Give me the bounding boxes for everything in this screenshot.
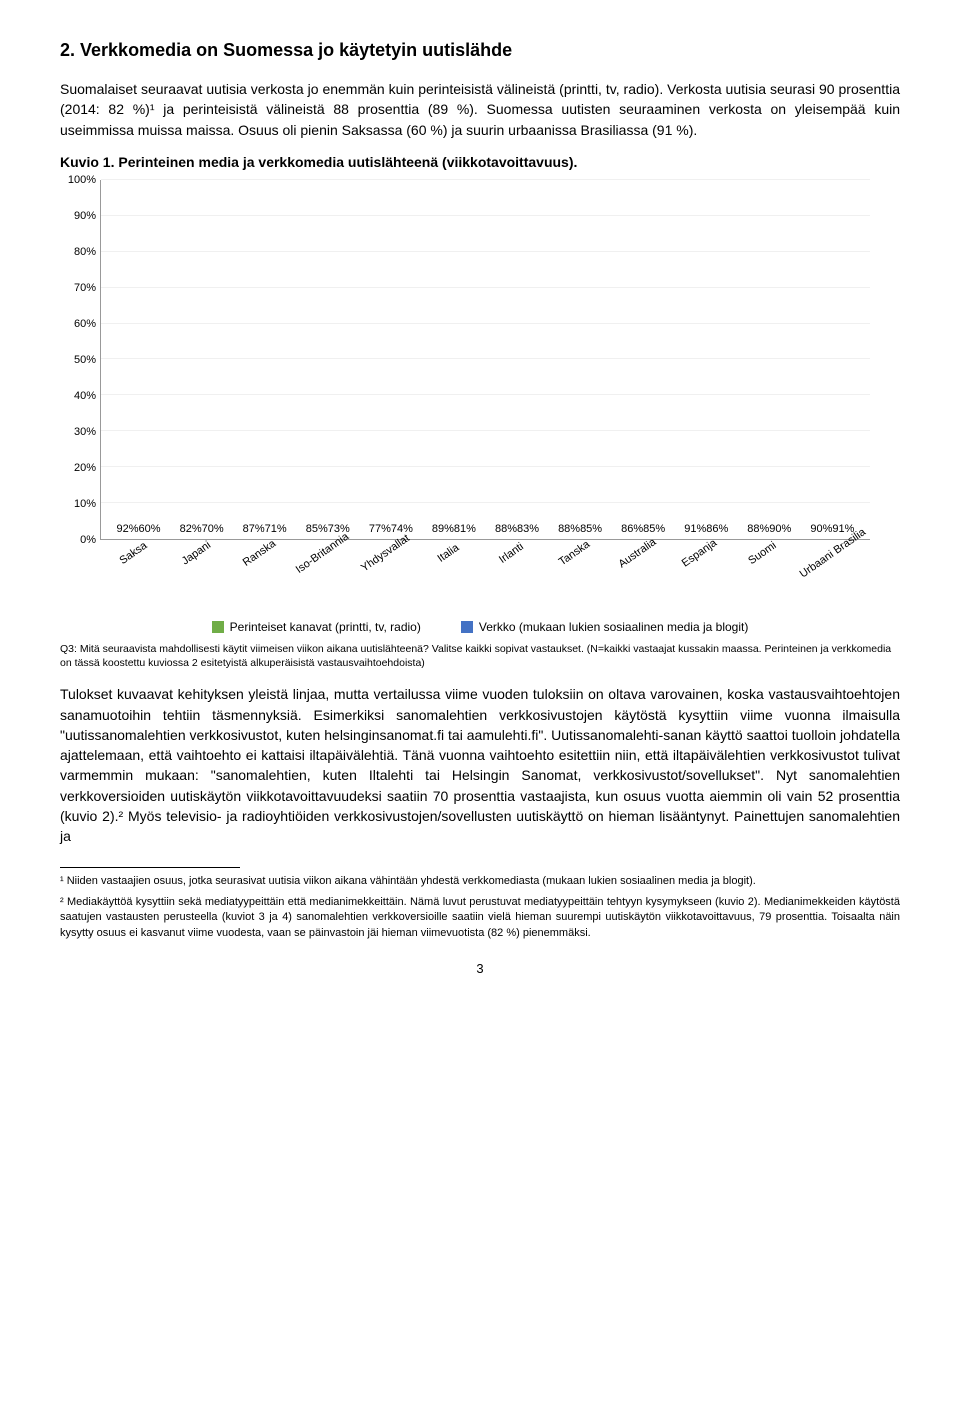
body-paragraph: Tulokset kuvaavat kehityksen yleistä lin… xyxy=(60,684,900,846)
bar-value-label: 89% xyxy=(432,523,454,535)
footnotes: ¹ Niiden vastaajien osuus, jotka seurasi… xyxy=(60,874,900,942)
intro-paragraph: Suomalaiset seuraavat uutisia verkosta j… xyxy=(60,79,900,140)
y-tick: 10% xyxy=(74,498,96,510)
chart-legend: Perinteiset kanavat (printti, tv, radio)… xyxy=(60,620,900,634)
legend-label-a: Perinteiset kanavat (printti, tv, radio) xyxy=(230,620,421,634)
legend-item-online: Verkko (mukaan lukien sosiaalinen media … xyxy=(461,620,748,634)
bar-value-label: 92% xyxy=(117,523,139,535)
figure-number: Kuvio 1. xyxy=(60,154,114,170)
y-tick: 100% xyxy=(68,174,96,186)
y-tick: 80% xyxy=(74,246,96,258)
y-axis: 0%10%20%30%40%50%60%70%80%90%100% xyxy=(60,180,100,540)
legend-item-traditional: Perinteiset kanavat (printti, tv, radio) xyxy=(212,620,421,634)
plot-area: 92%60%82%70%87%71%85%73%77%74%89%81%88%8… xyxy=(100,180,870,540)
y-tick: 70% xyxy=(74,282,96,294)
y-tick: 20% xyxy=(74,462,96,474)
y-tick: 50% xyxy=(74,354,96,366)
y-tick: 0% xyxy=(80,534,96,546)
footnote-1: ¹ Niiden vastaajien osuus, jotka seurasi… xyxy=(60,874,900,889)
bar-value-label: 91% xyxy=(684,523,706,535)
bar-value-label: 88% xyxy=(747,523,769,535)
bar-groups: 92%60%82%70%87%71%85%73%77%74%89%81%88%8… xyxy=(101,180,870,539)
y-tick: 90% xyxy=(74,210,96,222)
bar-value-label: 86% xyxy=(621,523,643,535)
x-label: Urbaani Brasilia xyxy=(798,526,896,620)
section-heading: 2. Verkkomedia on Suomessa jo käytetyin … xyxy=(60,40,900,61)
bar-chart: 0%10%20%30%40%50%60%70%80%90%100% 92%60%… xyxy=(60,180,880,600)
y-tick: 30% xyxy=(74,426,96,438)
y-tick: 60% xyxy=(74,318,96,330)
bar-value-label: 85% xyxy=(306,523,328,535)
footnote-separator xyxy=(60,867,240,868)
chart-source-note: Q3: Mitä seuraavista mahdollisesti käyti… xyxy=(60,642,900,670)
bar-value-label: 77% xyxy=(369,523,391,535)
legend-swatch-b xyxy=(461,621,473,633)
bar-value-label: 88% xyxy=(495,523,517,535)
footnote-2: ² Mediakäyttöä kysyttiin sekä mediatyype… xyxy=(60,895,900,941)
legend-swatch-a xyxy=(212,621,224,633)
x-axis-labels: SaksaJapaniRanskaIso-BritanniaYhdysvalla… xyxy=(100,540,870,600)
y-tick: 40% xyxy=(74,390,96,402)
figure-caption: Kuvio 1. Perinteinen media ja verkkomedi… xyxy=(60,154,900,170)
figure-title: Perinteinen media ja verkkomedia uutislä… xyxy=(118,154,577,170)
bar-value-label: 82% xyxy=(180,523,202,535)
bar-value-label: 88% xyxy=(558,523,580,535)
bar-value-label: 87% xyxy=(243,523,265,535)
page-number: 3 xyxy=(60,961,900,976)
bar-value-label: 90% xyxy=(810,523,832,535)
legend-label-b: Verkko (mukaan lukien sosiaalinen media … xyxy=(479,620,748,634)
